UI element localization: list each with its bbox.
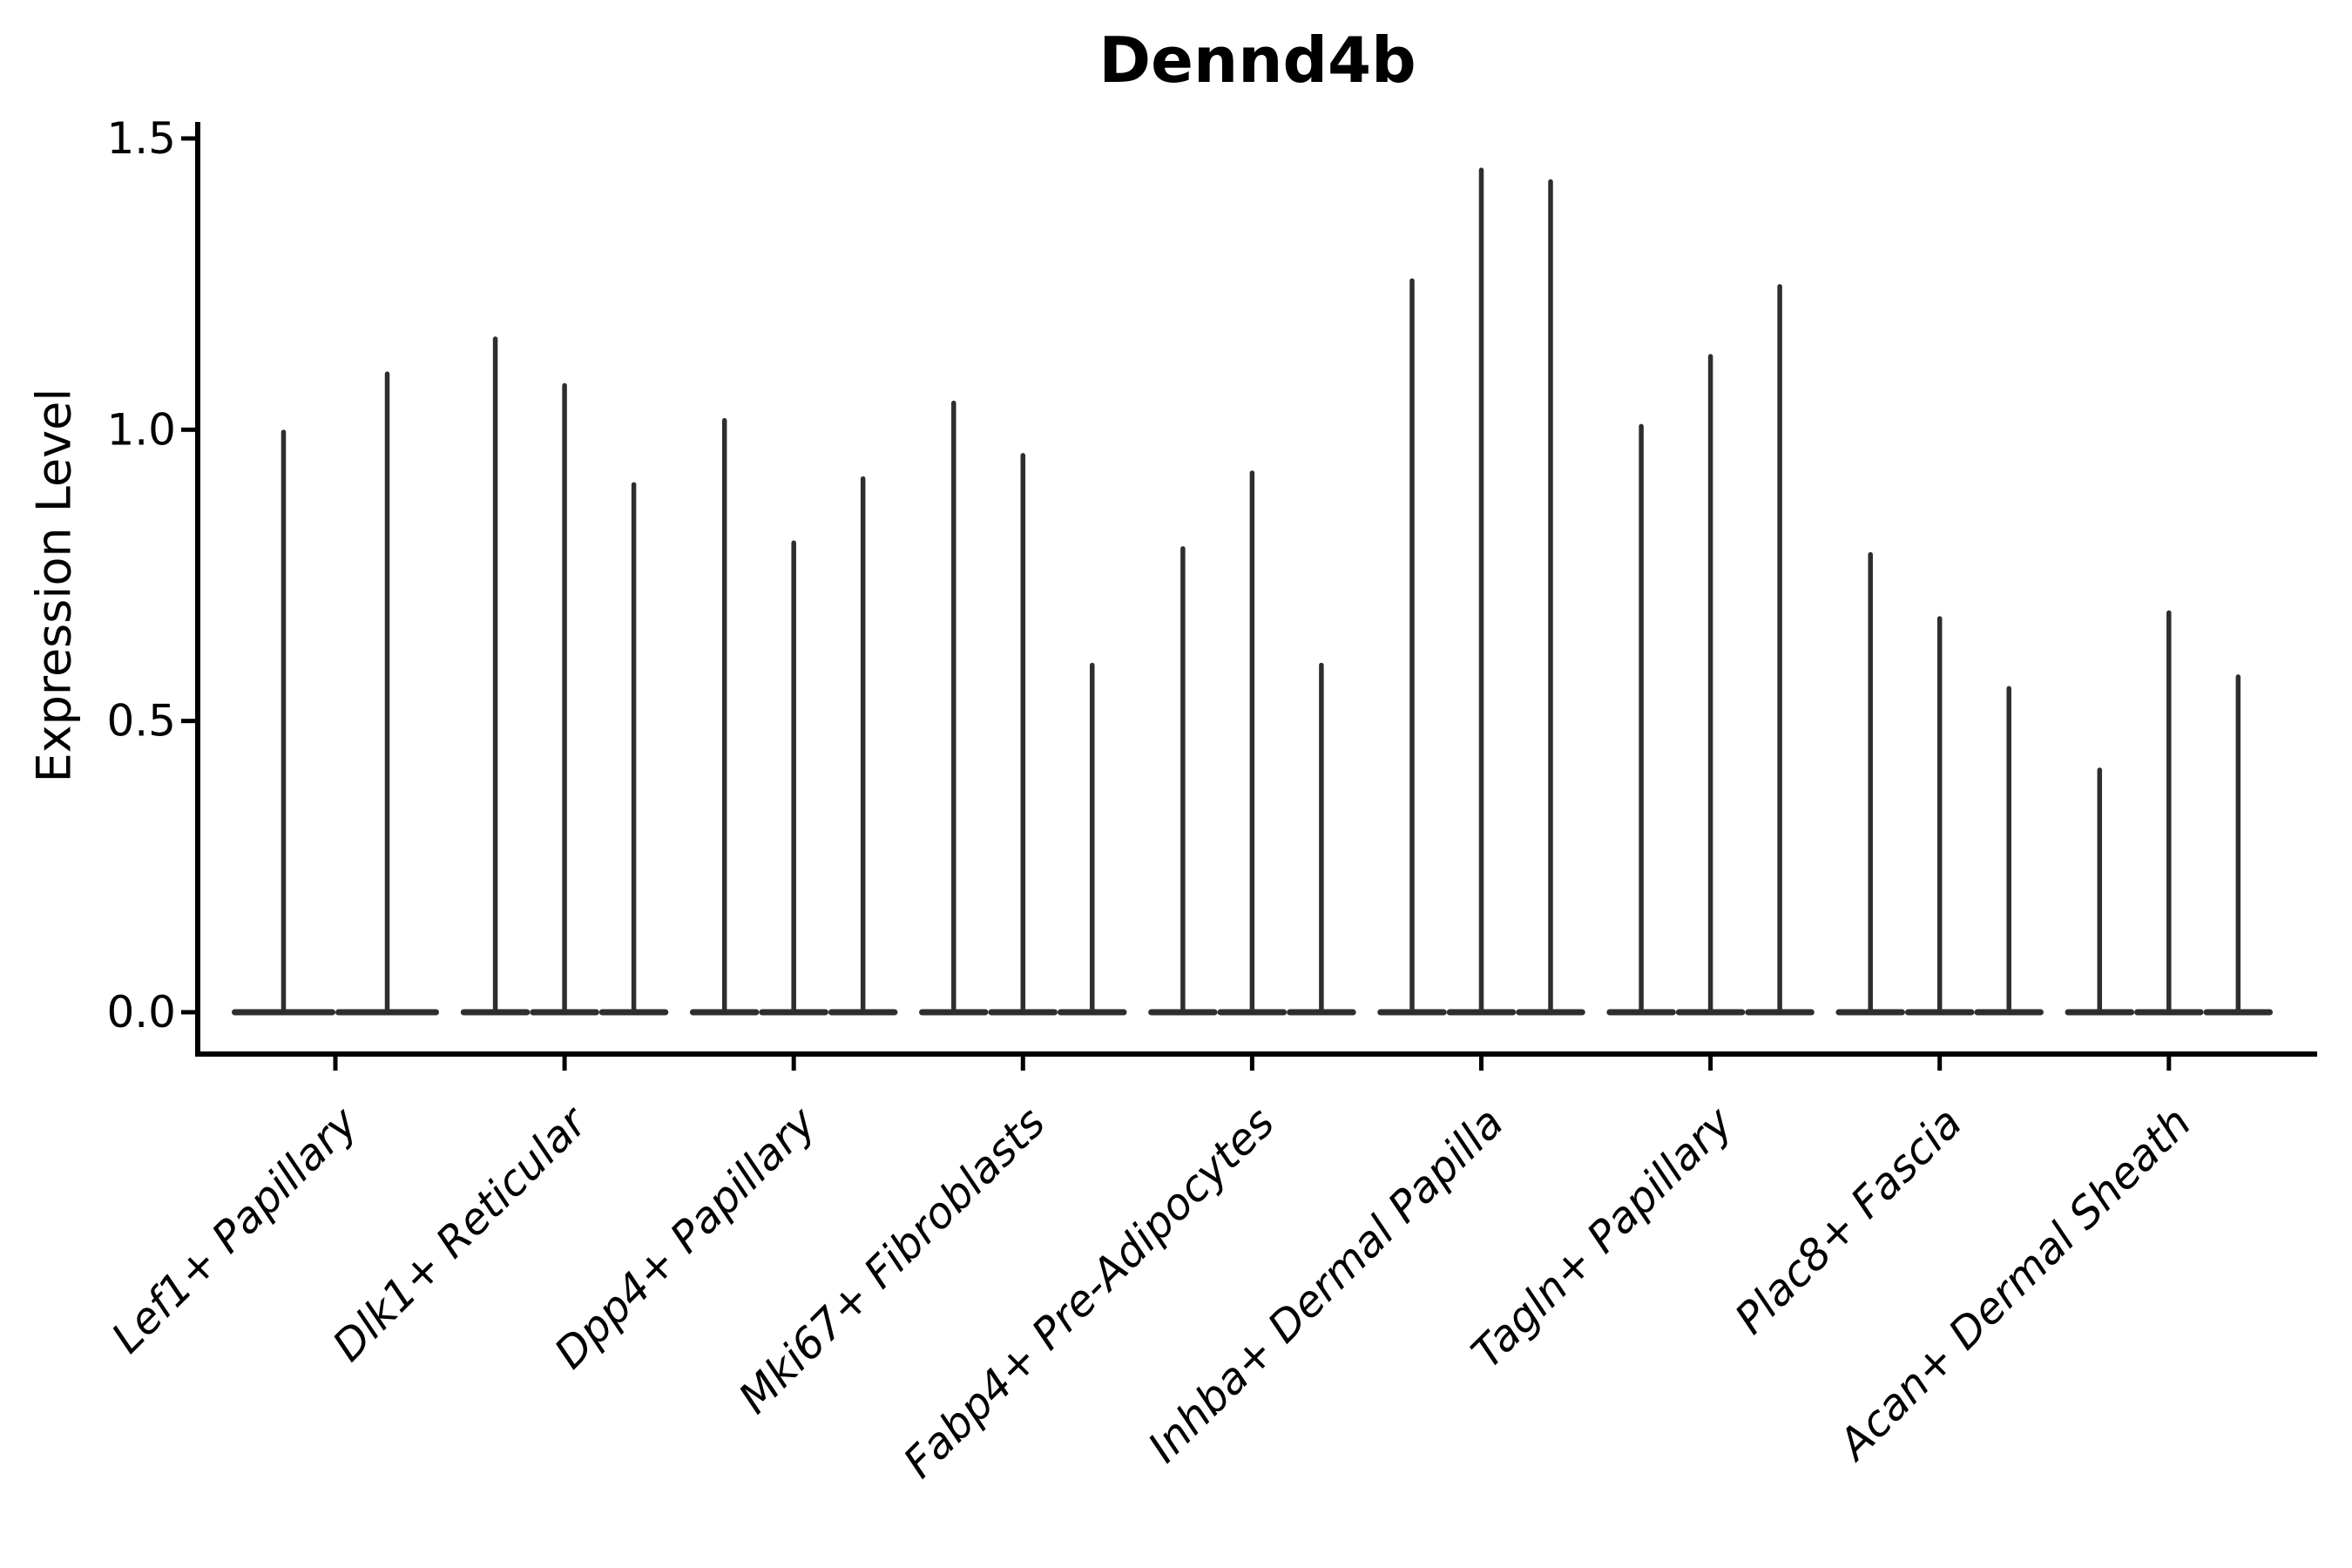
violin-spike bbox=[1319, 662, 1324, 1015]
y-tick bbox=[181, 719, 195, 724]
x-axis-spine bbox=[195, 1051, 2317, 1057]
y-tick bbox=[181, 136, 195, 141]
x-tick-label: Lef1+ Papillary bbox=[102, 1097, 368, 1362]
violin-spike bbox=[384, 371, 390, 1015]
violin-spike bbox=[1548, 179, 1553, 1015]
violin-spike bbox=[280, 429, 287, 1015]
violin-spike bbox=[721, 417, 727, 1015]
x-tick bbox=[1708, 1057, 1713, 1071]
violin-spike bbox=[1090, 662, 1095, 1015]
violin-spike bbox=[492, 336, 498, 1016]
y-tick bbox=[181, 427, 195, 432]
violin-spike bbox=[1868, 551, 1873, 1015]
violin-spike bbox=[1249, 470, 1255, 1015]
violin-spike bbox=[2166, 610, 2172, 1015]
violin-spike bbox=[2097, 767, 2103, 1015]
violin-spike bbox=[1777, 284, 1782, 1015]
violin-spike bbox=[2006, 686, 2011, 1015]
y-tick-label: 0.5 bbox=[106, 696, 176, 747]
x-tick bbox=[1020, 1057, 1025, 1071]
x-tick bbox=[1937, 1057, 1943, 1071]
chart-title: Dennd4b bbox=[1098, 24, 1416, 97]
violin-spike bbox=[1478, 167, 1484, 1015]
x-tick bbox=[333, 1057, 338, 1071]
violin-spike bbox=[1707, 354, 1713, 1015]
violin-spike bbox=[1936, 616, 1943, 1015]
violin-spike bbox=[562, 382, 567, 1016]
y-tick-label: 1.5 bbox=[106, 113, 176, 164]
x-tick bbox=[1249, 1057, 1254, 1071]
x-tick-label: Fabp4+ Pre-Adipocytes bbox=[894, 1098, 1284, 1488]
x-tick-label: Dlk1+ Reticular bbox=[323, 1096, 598, 1370]
x-tick bbox=[1479, 1057, 1484, 1071]
violin-spike bbox=[791, 540, 796, 1015]
violin-spike bbox=[2235, 674, 2241, 1015]
violin-spike bbox=[860, 476, 866, 1015]
violin-spike bbox=[1639, 423, 1644, 1015]
violin-spike bbox=[631, 482, 637, 1015]
y-tick bbox=[181, 1010, 195, 1015]
x-tick bbox=[2166, 1057, 2172, 1071]
x-tick-label: Plac8+ Fascia bbox=[1726, 1098, 1971, 1343]
violin-spike bbox=[1020, 453, 1026, 1015]
violin-spike bbox=[1409, 278, 1415, 1015]
x-tick bbox=[562, 1057, 567, 1071]
y-axis-spine bbox=[195, 122, 200, 1057]
y-tick-label: 0.0 bbox=[106, 987, 176, 1037]
violin-spike bbox=[951, 400, 956, 1015]
x-tick bbox=[791, 1057, 796, 1071]
violin-spike bbox=[1180, 546, 1186, 1015]
y-tick-label: 1.0 bbox=[106, 404, 176, 455]
